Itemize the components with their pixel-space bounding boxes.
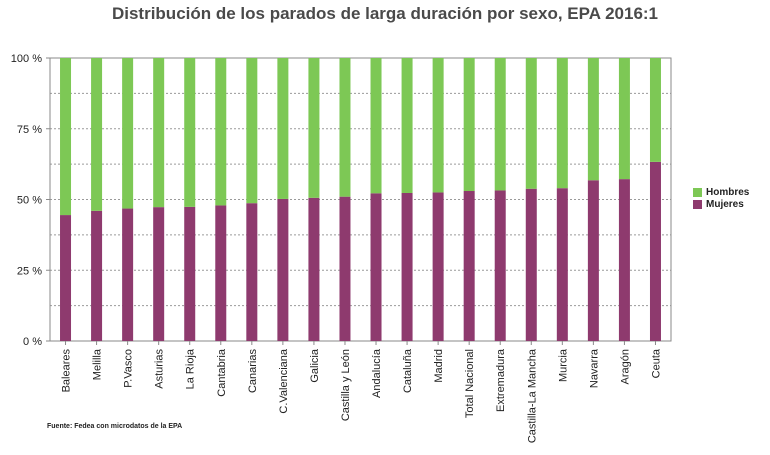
bar-hombres xyxy=(339,58,351,197)
bar-hombres xyxy=(153,58,165,208)
x-category-label: La Rioja xyxy=(185,348,197,389)
source-note: Fuente: Fedea con microdatos de la EPA xyxy=(47,423,183,430)
legend-label-hombres: Hombres xyxy=(706,187,750,198)
y-tick-label: 50 % xyxy=(17,195,42,207)
bar-mujeres xyxy=(339,196,351,341)
bar-mujeres xyxy=(153,207,165,341)
bar-mujeres xyxy=(122,208,134,341)
x-category-label: Castilla y León xyxy=(340,349,352,421)
x-category-label: Extremadura xyxy=(495,348,507,412)
bar-mujeres xyxy=(215,205,227,341)
x-category-label: Baleares xyxy=(61,349,73,393)
x-category-label: Castilla-La Mancha xyxy=(526,348,538,443)
x-category-label: Madrid xyxy=(433,349,445,383)
bar-mujeres xyxy=(60,215,72,341)
bar-hombres xyxy=(308,58,320,198)
bar-mujeres xyxy=(370,193,382,341)
bar-mujeres xyxy=(308,197,320,341)
bar-mujeres xyxy=(277,198,289,341)
bar-hombres xyxy=(277,58,289,199)
x-category-label: Andalucía xyxy=(371,348,383,398)
y-tick-label: 75 % xyxy=(17,124,42,136)
bar-mujeres xyxy=(401,192,413,341)
bar-hombres xyxy=(122,58,134,209)
bar-hombres xyxy=(370,58,382,194)
x-category-label: Cantabria xyxy=(216,348,228,397)
bar-hombres xyxy=(215,58,227,206)
legend-item-hombres: Hombres xyxy=(693,187,749,198)
x-category-label: Navarra xyxy=(588,348,600,388)
bar-hombres xyxy=(432,58,444,193)
legend-swatch-mujeres xyxy=(693,200,702,209)
bar-hombres xyxy=(649,58,661,162)
legend-swatch-hombres xyxy=(693,188,702,197)
bar-mujeres xyxy=(432,192,444,341)
bar-mujeres xyxy=(463,191,475,341)
x-category-label: Galicia xyxy=(309,348,321,383)
legend-label-mujeres: Mujeres xyxy=(706,199,744,210)
bar-hombres xyxy=(556,58,568,189)
legend-item-mujeres: Mujeres xyxy=(693,199,744,210)
bar-mujeres xyxy=(649,161,661,341)
bar-hombres xyxy=(401,58,413,193)
x-category-label: Melilla xyxy=(92,348,104,380)
x-category-label: Murcia xyxy=(557,348,569,382)
bar-hombres xyxy=(463,58,475,192)
bar-hombres xyxy=(618,58,630,180)
chart-title: Distribución de los parados de larga dur… xyxy=(111,4,659,23)
bar-hombres xyxy=(246,58,258,204)
bar-mujeres xyxy=(556,188,568,341)
bar-mujeres xyxy=(525,188,537,341)
bar-hombres xyxy=(91,58,103,211)
bar-hombres xyxy=(587,58,599,181)
bar-hombres xyxy=(494,58,506,191)
bar-mujeres xyxy=(184,206,196,341)
x-category-label: Total Nacional xyxy=(464,349,476,418)
x-category-label: Canarias xyxy=(247,349,259,394)
bar-mujeres xyxy=(91,210,103,341)
bar-mujeres xyxy=(587,180,599,341)
y-tick-label: 100 % xyxy=(11,53,42,65)
x-category-label: Asturias xyxy=(154,349,166,389)
bar-hombres xyxy=(184,58,196,207)
bar-mujeres xyxy=(494,190,506,341)
x-category-label: Ceuta xyxy=(650,348,662,378)
bar-hombres xyxy=(525,58,537,189)
y-tick-label: 25 % xyxy=(17,265,42,277)
y-tick-label: 0 % xyxy=(23,336,42,348)
bar-hombres xyxy=(60,58,72,216)
x-category-label: P.Vasco xyxy=(123,349,135,388)
x-category-label: C.Valenciana xyxy=(278,348,290,413)
x-category-label: Aragón xyxy=(619,349,631,384)
x-category-label: Cataluña xyxy=(402,348,414,393)
bar-mujeres xyxy=(246,203,258,341)
bar-mujeres xyxy=(618,179,630,341)
